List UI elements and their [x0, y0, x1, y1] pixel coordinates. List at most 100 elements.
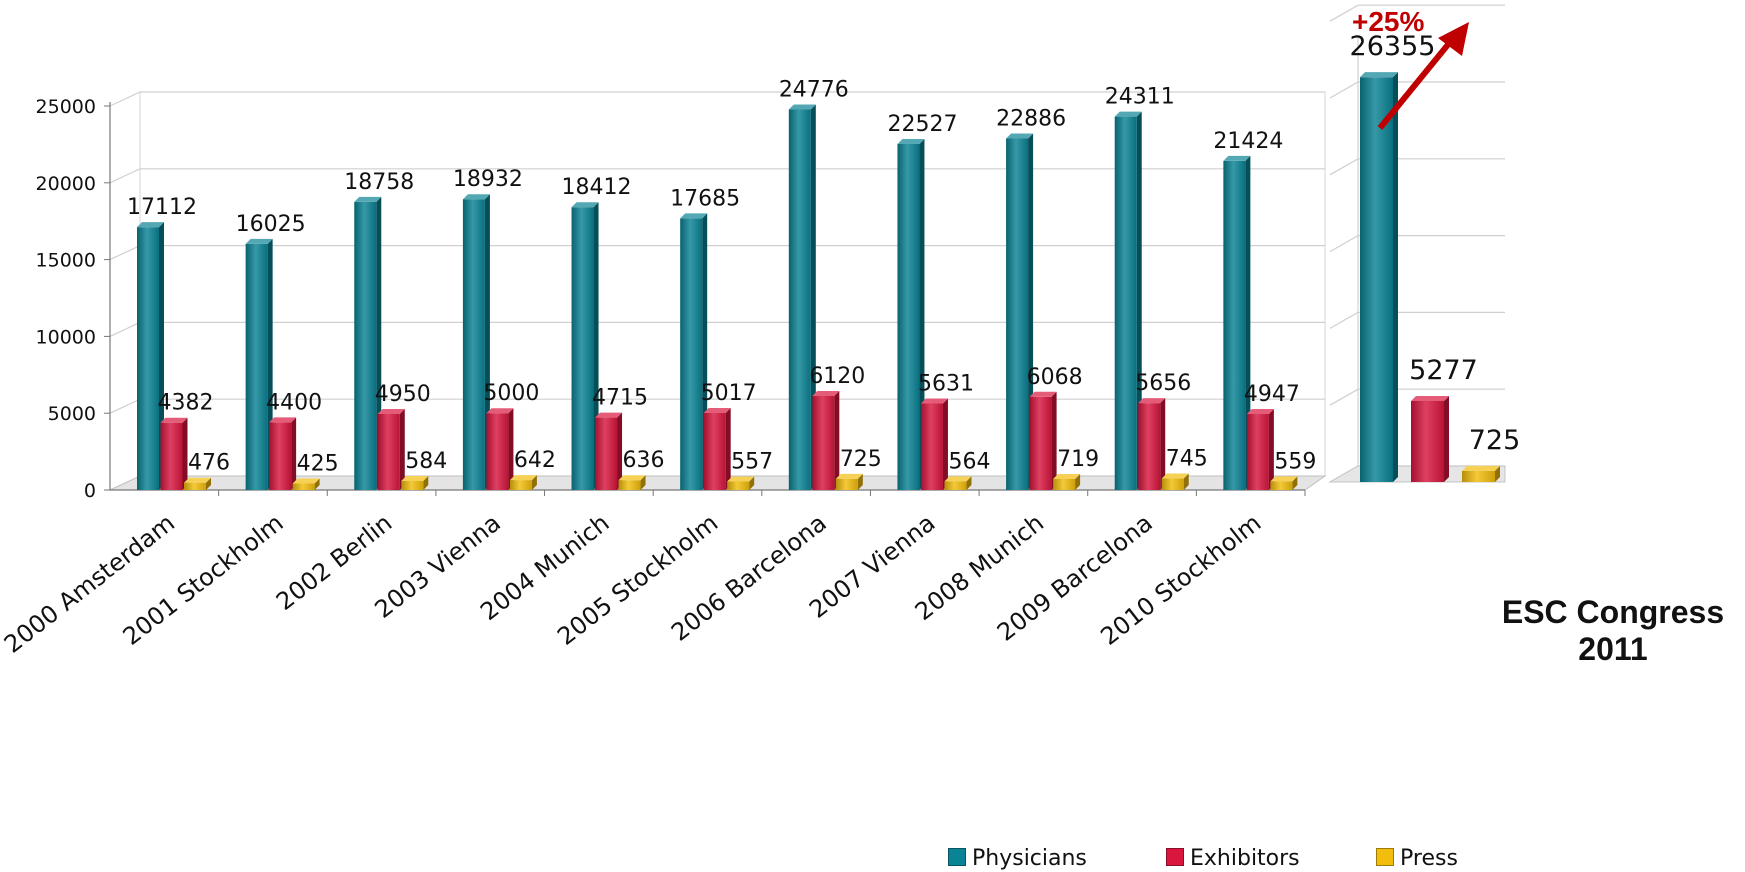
- bar-front: [1270, 481, 1293, 490]
- legend-swatch-press: [1376, 848, 1394, 866]
- bar-side: [423, 476, 429, 490]
- bar-top: [680, 213, 708, 219]
- data-label-exhibitors: 6120: [809, 364, 865, 389]
- bar-front: [920, 403, 943, 490]
- bar-side: [508, 408, 514, 490]
- bar-top: [1411, 395, 1449, 401]
- legend-item-physicians: Physicians: [948, 846, 1087, 871]
- legend-item-press: Press: [1376, 846, 1458, 871]
- bar-top: [571, 202, 599, 208]
- bar-side: [725, 407, 731, 490]
- bar-front: [292, 483, 315, 490]
- data-label-exhibitors: 4950: [375, 382, 431, 407]
- y-tick-label: 5000: [48, 403, 96, 425]
- bar-front: [618, 480, 641, 490]
- side-gridline: [1329, 235, 1505, 253]
- bar-side: [1075, 473, 1081, 490]
- main-bar-chart: 0500010000150002000025000171124382476200…: [0, 77, 1327, 659]
- bar-top: [703, 407, 731, 413]
- bar-top: [184, 477, 211, 483]
- bar-top: [1462, 465, 1500, 471]
- bar-front: [595, 417, 618, 490]
- y-tick-label: 25000: [36, 96, 96, 118]
- bar-exhibitors: [486, 408, 514, 490]
- bar-exhibitors: [703, 407, 731, 490]
- data-label-press: 564: [948, 449, 990, 474]
- bar-top: [401, 476, 429, 482]
- data-label-physicians: 18932: [453, 167, 523, 192]
- bar-physicians: [897, 138, 925, 490]
- y-tick-label: 10000: [36, 326, 96, 348]
- side-chart-title: ESC Congress 2011: [1501, 594, 1725, 667]
- bar-top: [1360, 72, 1398, 78]
- bar-top: [509, 475, 537, 481]
- bar-top: [595, 412, 623, 418]
- data-label-physicians: 18758: [344, 170, 414, 195]
- bar-side: [291, 417, 297, 490]
- bar-top: [1006, 133, 1034, 139]
- bar-front: [137, 227, 159, 491]
- bar-front: [1246, 414, 1269, 490]
- data-label-2011-physicians: 26355: [1350, 31, 1436, 62]
- bar-side: [857, 473, 863, 490]
- bar-exhibitors: [1246, 409, 1274, 490]
- growth-arrow-icon: [1377, 22, 1469, 130]
- bar-side: [617, 412, 623, 490]
- side-gridline: [1329, 388, 1505, 406]
- data-label-press: 636: [623, 448, 665, 473]
- bar-front: [160, 422, 183, 490]
- bar-front: [788, 109, 811, 490]
- bar-physicians: [245, 238, 273, 490]
- side-gridline: [1329, 81, 1505, 99]
- bar-front: [703, 412, 726, 490]
- bar-front: [1223, 160, 1246, 490]
- bar-top: [377, 408, 405, 414]
- bar-top: [245, 238, 273, 244]
- bar-front: [1053, 478, 1076, 490]
- bar-front: [1411, 400, 1444, 482]
- bar-side: [810, 104, 816, 490]
- bar-front: [812, 395, 835, 490]
- data-label-press: 476: [188, 451, 230, 476]
- bar-press: [509, 475, 537, 490]
- bar-side: [1495, 465, 1500, 482]
- bar-top: [292, 478, 320, 484]
- bar-top: [354, 196, 382, 202]
- bar-physicians: [354, 196, 382, 490]
- bar-exhibitors: [595, 412, 623, 490]
- bar-side: [399, 408, 405, 490]
- data-label-physicians: 22527: [887, 112, 957, 137]
- y-tick-label: 20000: [36, 173, 96, 195]
- data-label-physicians: 21424: [1213, 129, 1283, 154]
- esc-2011-bar-chart: 26355 5277 725: [1328, 4, 1521, 483]
- bar-press: [1053, 473, 1081, 490]
- data-label-press: 642: [514, 448, 556, 473]
- bar-press: [618, 475, 646, 490]
- data-label-exhibitors: 4715: [592, 386, 648, 411]
- bar-side: [1183, 473, 1189, 490]
- bar-physicians: [571, 202, 599, 490]
- bar-top: [618, 475, 646, 481]
- bar-2011-press: [1462, 465, 1500, 482]
- bar-front: [269, 422, 292, 490]
- bar-top: [727, 476, 755, 482]
- data-label-2011-press: 725: [1469, 425, 1521, 456]
- bar-front: [835, 478, 858, 490]
- bar-front: [571, 207, 594, 490]
- bar-top: [944, 476, 972, 482]
- bar-press: [835, 473, 863, 490]
- legend-swatch-physicians: [948, 848, 966, 866]
- bar-top: [1270, 476, 1298, 482]
- bar-top: [835, 473, 863, 479]
- bar-side: [1051, 391, 1057, 490]
- bar-front: [401, 481, 424, 490]
- bar-front: [1029, 396, 1052, 490]
- bar-physicians: [1006, 133, 1034, 490]
- bar-side: [942, 398, 948, 490]
- bar-top: [1114, 111, 1142, 117]
- bar-top: [1138, 398, 1166, 404]
- y-tick-label: 15000: [36, 250, 96, 272]
- side-gridline: [1329, 158, 1505, 176]
- bar-press: [727, 476, 755, 490]
